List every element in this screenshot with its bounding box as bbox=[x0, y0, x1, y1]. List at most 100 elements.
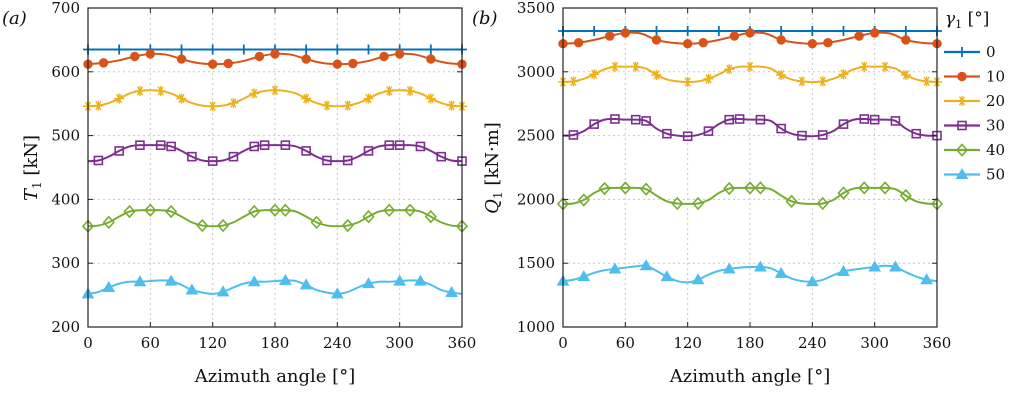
panel-b-label: (b) bbox=[472, 8, 498, 29]
panel-b-ylabel: Q1 [kN·m] bbox=[482, 122, 505, 214]
panel-a-marker-20 bbox=[228, 98, 239, 109]
panel-b-xtick-label: 60 bbox=[616, 334, 635, 352]
panel-a-marker-20 bbox=[270, 85, 280, 96]
panel-b-ytick-label: 1000 bbox=[517, 318, 555, 336]
panel-b-marker-20 bbox=[817, 76, 828, 87]
panel-b-marker-50 bbox=[868, 260, 882, 272]
panel-b-marker-50 bbox=[639, 259, 653, 271]
panel-a-marker-30 bbox=[342, 155, 353, 166]
panel-b-marker-50 bbox=[577, 270, 591, 282]
panel-b-marker-50 bbox=[608, 262, 622, 274]
panel-a-ytick-label: 300 bbox=[51, 254, 80, 272]
panel-a-marker-50 bbox=[445, 286, 458, 298]
panel-a-marker-10 bbox=[207, 59, 218, 69]
panel-a-ylabel-unit: [kN] bbox=[21, 135, 42, 181]
panel-a-series-10 bbox=[83, 49, 467, 69]
panel-a-series-line-30 bbox=[87, 144, 463, 163]
panel-a-marker-40 bbox=[424, 209, 437, 224]
panel-b-series-50 bbox=[556, 259, 938, 287]
panel-b-marker-30 bbox=[641, 116, 651, 126]
panel-b-marker-40 bbox=[577, 193, 590, 207]
panel-b-marker-10 bbox=[620, 28, 631, 38]
panel-b-marker-40 bbox=[619, 181, 632, 195]
panel-a-marker-30 bbox=[394, 140, 405, 150]
panel-b-marker-20 bbox=[589, 69, 600, 80]
panel-a-marker-30 bbox=[187, 151, 197, 162]
panel-a-marker-30 bbox=[166, 141, 176, 152]
panel-b-marker-50 bbox=[754, 260, 767, 272]
legend-title-sub: 1 bbox=[955, 18, 962, 31]
panel-a-series-50 bbox=[81, 273, 463, 299]
panel-a-marker-30 bbox=[228, 151, 239, 162]
panel-b-marker-40 bbox=[640, 182, 653, 196]
panel-a-marker-0 bbox=[363, 44, 374, 55]
panel-a-xtick-label: 60 bbox=[141, 334, 160, 352]
panel-a-marker-40 bbox=[144, 203, 157, 217]
panel-b-ylabel-unit: [kN·m] bbox=[482, 122, 503, 191]
panel-a-marker-10 bbox=[348, 58, 358, 69]
panel-b-marker-20 bbox=[880, 61, 891, 72]
legend-entry-20: 20 bbox=[944, 92, 1005, 110]
panel-a-marker-20 bbox=[425, 93, 436, 104]
panel-a-marker-20 bbox=[446, 100, 457, 111]
panel-a-ylabel-main: T bbox=[21, 187, 42, 201]
panel-a-marker-0 bbox=[114, 44, 125, 55]
panel-b-marker-10 bbox=[823, 38, 833, 48]
panel-b-marker-40 bbox=[878, 181, 892, 195]
panel-b-marker-30 bbox=[797, 130, 807, 141]
panel-a-grid bbox=[88, 8, 462, 327]
panel-b-marker-10 bbox=[573, 38, 584, 48]
legend-marker-50 bbox=[955, 168, 969, 179]
panel-a-marker-20 bbox=[363, 93, 374, 104]
panel-a-ylabel: T1 [kN] bbox=[21, 135, 44, 201]
panel-b-marker-0 bbox=[589, 25, 600, 36]
panel-b-marker-30 bbox=[869, 114, 880, 125]
panel-b-marker-10 bbox=[698, 38, 708, 48]
panel-a-xtick-label: 240 bbox=[323, 334, 352, 352]
panel-b-marker-10 bbox=[682, 39, 693, 49]
legend-entry-10: 10 bbox=[944, 68, 1005, 86]
panel-b-series-30 bbox=[562, 114, 942, 142]
panel-a-marker-0 bbox=[301, 44, 312, 55]
panel-b-marker-20 bbox=[568, 76, 579, 87]
panel-a-marker-30 bbox=[384, 140, 395, 150]
panel-b-marker-30 bbox=[610, 114, 620, 124]
panel-b-xtick-label: 0 bbox=[558, 334, 568, 352]
panel-a-series bbox=[81, 44, 469, 299]
panel-a-xtick-label: 180 bbox=[261, 334, 290, 352]
panel-b-marker-10 bbox=[776, 35, 786, 45]
panel-a-marker-30 bbox=[93, 155, 104, 166]
legend-marker-40 bbox=[955, 143, 969, 157]
panel-b-marker-20 bbox=[921, 76, 932, 87]
panel-a-marker-20 bbox=[155, 85, 166, 96]
panel-b-marker-10 bbox=[869, 28, 880, 38]
panel-b-marker-40 bbox=[837, 186, 850, 200]
legend-entry-0: 0 bbox=[944, 43, 996, 61]
panel-a-xlabel: Azimuth angle [°] bbox=[194, 366, 355, 387]
panel-b-marker-10 bbox=[807, 39, 818, 49]
panel-a-series-line-40 bbox=[87, 209, 463, 228]
panel-a-marker-10 bbox=[223, 58, 233, 69]
panel-a-xtick-label: 120 bbox=[198, 334, 227, 352]
panel-a-marker-0 bbox=[425, 44, 436, 55]
panel-b-marker-0 bbox=[807, 25, 818, 36]
panel-a-marker-40 bbox=[102, 215, 115, 230]
panel-b-marker-30 bbox=[755, 114, 766, 125]
legend-label-30: 30 bbox=[986, 117, 1005, 135]
panel-a-marker-0 bbox=[238, 44, 249, 55]
panel-a-marker-50 bbox=[216, 285, 230, 297]
legend-marker-20 bbox=[957, 96, 967, 106]
panel-b-marker-30 bbox=[630, 114, 641, 125]
panel-a-marker-50 bbox=[393, 274, 407, 286]
panel-b-marker-40 bbox=[858, 181, 871, 195]
panel-a-marker-40 bbox=[268, 203, 282, 217]
panel-b-marker-50 bbox=[837, 264, 850, 276]
panel-a-marker-20 bbox=[384, 85, 395, 96]
legend-label-10: 10 bbox=[986, 68, 1005, 86]
panel-b-marker-30 bbox=[859, 114, 870, 124]
panel-a-ylabel-sub: 1 bbox=[30, 181, 44, 189]
panel-a-ytick-label: 700 bbox=[51, 0, 80, 17]
legend-entry-50: 50 bbox=[944, 166, 1005, 184]
panel-b-marker-30 bbox=[662, 128, 672, 139]
